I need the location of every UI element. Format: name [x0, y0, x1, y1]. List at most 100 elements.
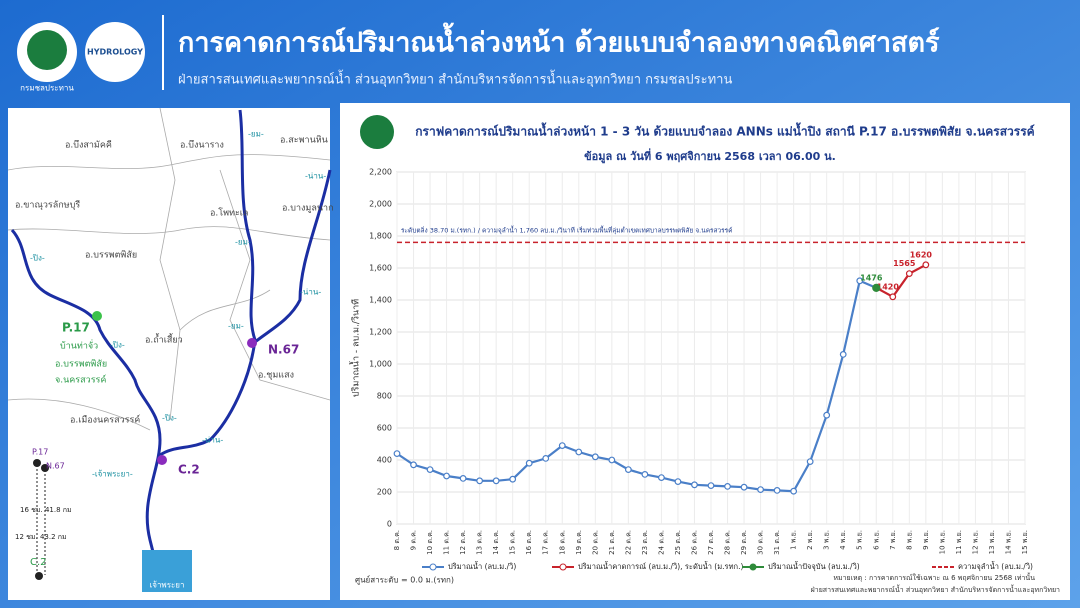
x-tick-label: 13 พ.ย. [988, 530, 996, 554]
x-tick-label: 9 พ.ย. [922, 530, 930, 550]
x-tick-label: 11 ต.ค. [443, 530, 451, 555]
point [509, 475, 517, 483]
map-label: อ.ชุมแสง [258, 371, 294, 381]
dam-label: เจ้าพระยา [150, 581, 185, 590]
point [575, 448, 583, 456]
station-label: N.67 [268, 343, 299, 357]
point [839, 351, 847, 358]
district-borders [7, 107, 331, 431]
point [922, 261, 930, 269]
map-label: อ.ขาณุวรลักษบุรี [15, 200, 80, 211]
data-label: 1620 [910, 250, 933, 259]
x-tick-label: 29 ต.ค. [740, 530, 748, 555]
point [608, 456, 616, 464]
map-label: อ.บึงสามัคคี [65, 140, 112, 151]
x-tick-label: 9 ต.ค. [410, 530, 418, 550]
x-tick-label: 28 ต.ค. [724, 530, 732, 555]
map-label: อ.บึงนาราง [180, 140, 224, 151]
x-tick-label: 14 ต.ค. [492, 530, 500, 555]
chart-subtitle: ข้อมูล ณ วันที่ 6 พฤศจิกายน 2568 เวลา 06… [584, 148, 836, 164]
river-label: -ปิง- [30, 254, 45, 263]
x-tick-label: 30 ต.ค. [757, 530, 765, 555]
logo2-text: HYDROLOGY [87, 48, 143, 57]
point [740, 483, 748, 491]
station-label: C.2 [178, 463, 200, 477]
legend-marker [429, 563, 437, 571]
x-tick-label: 13 ต.ค. [476, 530, 484, 555]
map-label: อ.เมืองนครสวรรค์ [70, 414, 140, 426]
map-label: อ.บางมูลนาก [282, 204, 334, 214]
y-tick-label: 400 [377, 456, 392, 465]
point [410, 461, 417, 469]
y-tick-label: 1,000 [369, 360, 392, 369]
chart-title: กราฟคาดการณ์ปริมาณน้ำล่วงหน้า 1 - 3 วัน … [415, 122, 1034, 139]
capacity-annotation: ระดับตลิ่ง 38.70 ม.(รทก.) / ความจุลำน้ำ … [401, 225, 732, 234]
x-tick-label: 18 ต.ค. [558, 530, 566, 555]
x-tick-label: 10 ต.ค. [426, 530, 434, 555]
map-bg [8, 108, 330, 600]
x-tick-label: 15 พ.ย. [1021, 530, 1029, 554]
note-line: อ.บรรพตพิสัย [55, 359, 107, 370]
point [905, 270, 913, 278]
station-label: P.17 [62, 321, 90, 335]
y-tick-label: 200 [377, 488, 392, 497]
point [806, 458, 814, 466]
district-labels: อ.บึงสามัคคี อ.บึงนาราง อ.สะพานหิน อ.ขาณ… [15, 135, 334, 426]
point [476, 477, 484, 485]
x-tick-label: 14 พ.ย. [1004, 530, 1012, 554]
x-tick-label: 4 พ.ย. [839, 530, 847, 550]
chart-logo [360, 115, 394, 149]
river-label: -น่าน- [300, 288, 321, 297]
x-tick-label: 7 พ.ย. [889, 530, 897, 550]
logo-emblem [27, 30, 67, 70]
point [823, 411, 831, 419]
point [773, 487, 781, 494]
map-label: อ.โพทะเล [210, 208, 248, 219]
point [691, 481, 698, 489]
point [641, 471, 649, 478]
x-tick-label: 16 ต.ค. [525, 530, 533, 555]
river-label: -ยม- [228, 322, 244, 331]
river-label: -ปิง- [110, 341, 125, 350]
point [426, 466, 434, 474]
legend-text: 12 ชม. 43.2 กม [15, 533, 67, 541]
river-label: -ยม- [248, 130, 264, 139]
x-tick-label: 6 พ.ย. [872, 530, 880, 550]
x-tick-label: 23 ต.ค. [641, 530, 649, 555]
river-label: -น่าน- [305, 172, 326, 181]
y-tick-label: 0 [387, 520, 392, 529]
point [724, 483, 731, 490]
x-tick-label: 8 ต.ค. [393, 530, 401, 550]
point [525, 459, 533, 467]
x-tick-label: 12 ต.ค. [459, 530, 467, 555]
x-tick-label: 5 พ.ย. [856, 530, 864, 550]
y-tick-label: 1,200 [369, 328, 392, 337]
point [492, 477, 500, 485]
x-tick-label: 1 พ.ย. [790, 530, 798, 550]
river-label: -ปิง- [162, 414, 177, 423]
logo-text: กรมชลประทาน [20, 84, 74, 93]
x-tick-label: 8 พ.ย. [905, 530, 913, 550]
x-tick-label: 22 ต.ค. [624, 530, 632, 555]
river-label: -น่าน- [202, 436, 223, 445]
legend-label: ปริมาณน้ำคาดการณ์ (ลบ.ม./วิ), ระดับน้ำ (… [578, 561, 743, 571]
data-label: 1476 [860, 273, 883, 282]
note: หมายเหตุ : การคาดการณ์ใช้เฉพาะ ณ 6 พฤศจิ… [833, 571, 1035, 582]
x-tick-label: 26 ต.ค. [690, 530, 698, 555]
legend-text: P.17 [32, 448, 48, 457]
point [790, 487, 798, 495]
data-label: 1420 [877, 282, 900, 291]
point [757, 486, 764, 494]
point [558, 442, 566, 450]
y-tick-label: 1,600 [369, 264, 392, 273]
point [889, 293, 897, 301]
legend-text: N.67 [46, 462, 65, 471]
point [542, 455, 550, 462]
point [459, 475, 467, 482]
x-tick-label: 27 ต.ค. [707, 530, 715, 555]
point [658, 474, 665, 482]
x-tick-label: 11 พ.ย. [955, 530, 963, 554]
x-tick-label: 2 พ.ย. [806, 530, 814, 550]
legend-marker [749, 563, 757, 571]
x-tick-label: 15 ต.ค. [509, 530, 517, 555]
